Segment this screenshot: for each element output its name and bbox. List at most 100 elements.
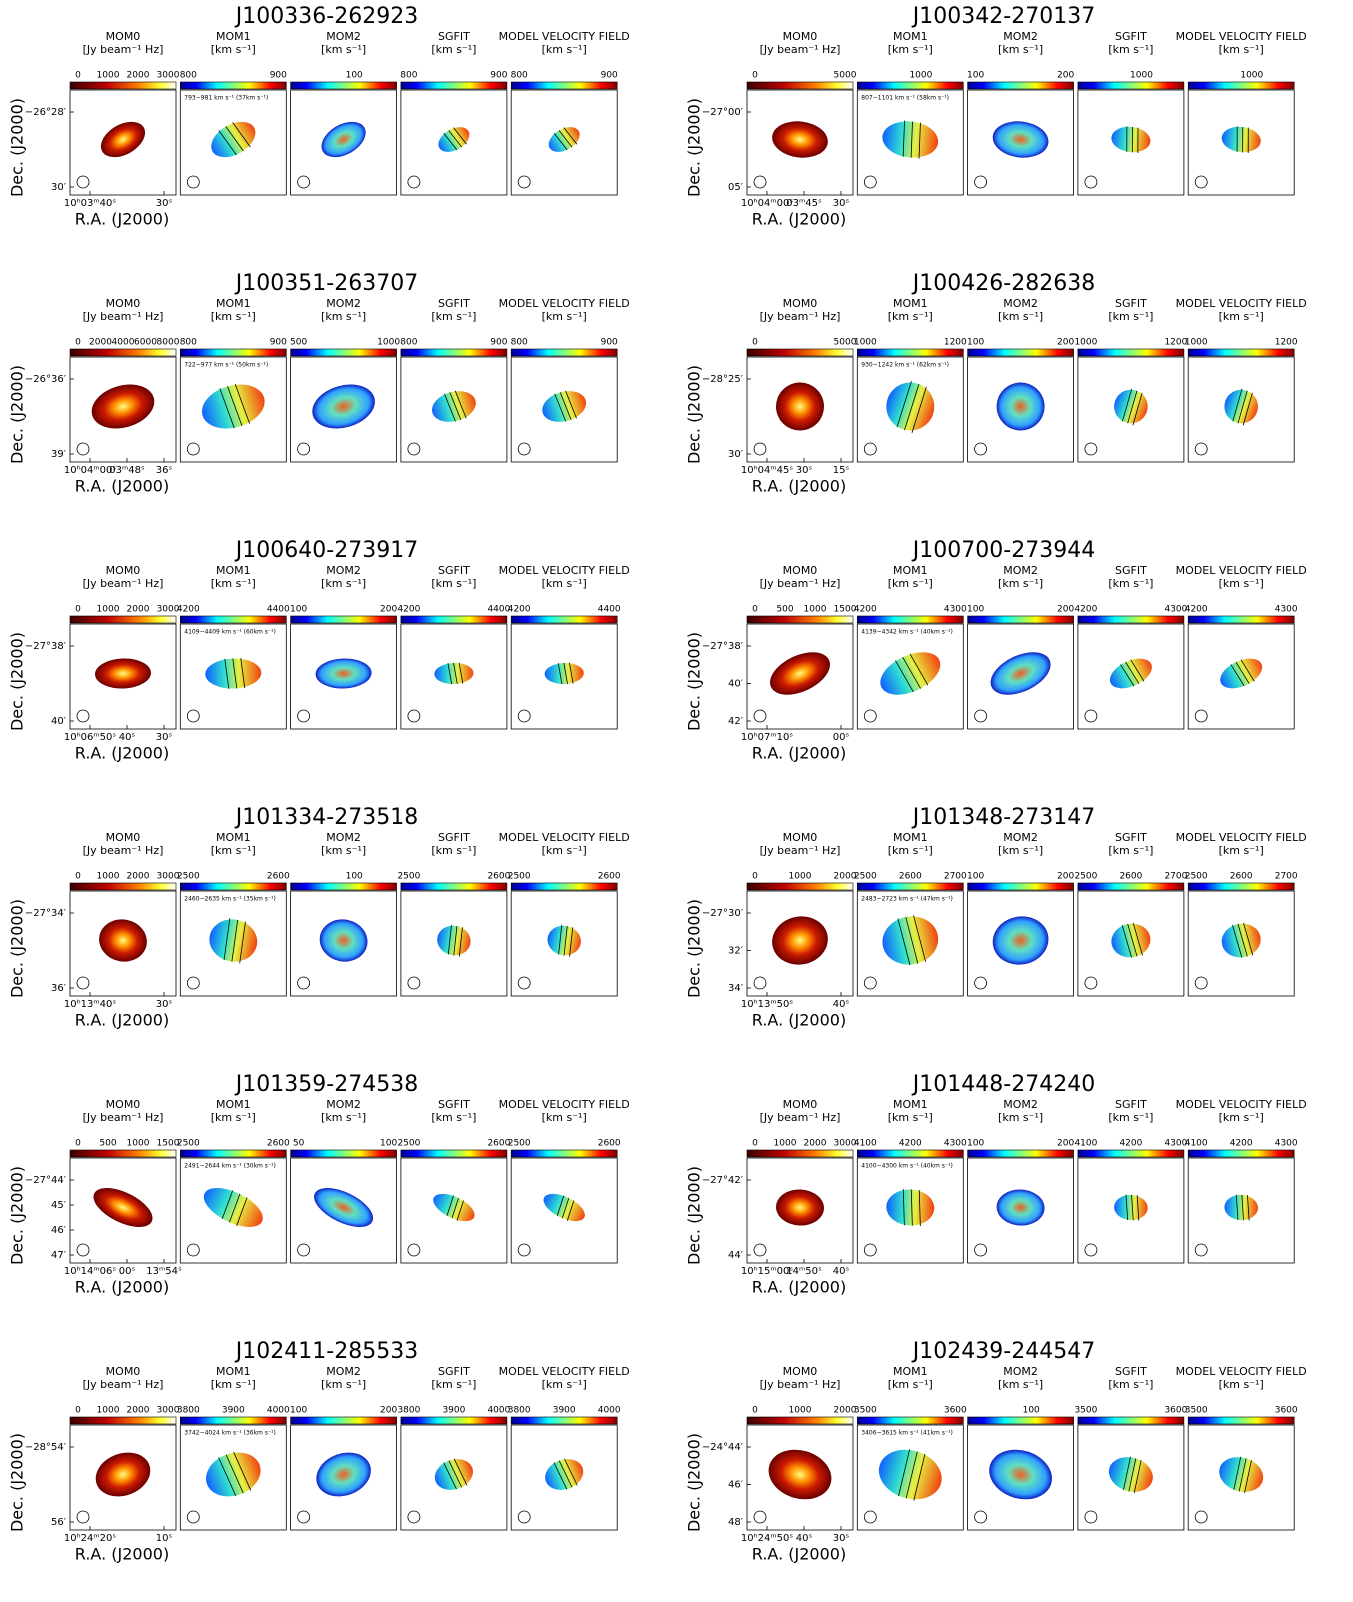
galaxy-name: J101448-274240 <box>911 1072 1095 1097</box>
velocity-contour <box>918 122 921 159</box>
map-emission <box>1220 658 1263 689</box>
colorbar <box>1187 348 1295 357</box>
y-axis-label: Dec. (J2000) <box>685 365 704 464</box>
colorbar <box>746 882 854 891</box>
y-tick-label: 05′ <box>728 182 744 193</box>
colorbar-tick-label: 2600 <box>267 872 290 882</box>
y-tick-label: −27°38′ <box>25 641 67 652</box>
velocity-contour <box>1131 126 1133 153</box>
colorbar <box>510 615 618 624</box>
map-emission <box>434 1459 473 1490</box>
colorbar-tick-label: 5000 <box>834 71 857 81</box>
velocity-range-note: 3742−4024 km s⁻¹ (36km s⁻¹) <box>184 1430 276 1437</box>
beam <box>76 442 90 456</box>
velocity-contour <box>913 1453 926 1501</box>
panel-unit: [km s⁻¹] <box>211 577 256 590</box>
map-emission <box>312 384 375 429</box>
colorbar-tick-label: 3000 <box>157 872 180 882</box>
panel-title: MOM1 <box>216 564 251 577</box>
velocity-contour <box>1242 126 1244 153</box>
velocity-contour <box>447 924 452 955</box>
colorbar-tick-label: 0 <box>752 1406 758 1416</box>
panel-title: SGFIT <box>1115 564 1147 577</box>
colorbar-tick-label: 200 <box>1057 872 1074 882</box>
panel-unit: [km s⁻¹] <box>1219 844 1264 857</box>
panel-title: MOM2 <box>1003 30 1038 43</box>
map-emission <box>772 916 828 965</box>
velocity-contour <box>1232 924 1243 958</box>
colorbar <box>856 1416 964 1425</box>
map-emission <box>772 121 828 158</box>
map-emission <box>882 121 939 158</box>
beam <box>1194 442 1208 456</box>
velocity-contour <box>902 120 905 157</box>
beam <box>517 175 531 189</box>
colorbar-tick-label: 900 <box>601 71 618 81</box>
colorbar <box>967 1416 1074 1425</box>
colorbar-tick-label: 4100 <box>1074 1139 1097 1149</box>
map-emission <box>776 1189 824 1226</box>
beam <box>517 442 531 456</box>
colorbar-tick-label: 4300 <box>1275 605 1298 615</box>
velocity-contour <box>229 1193 241 1223</box>
velocity-contour <box>1241 1194 1244 1221</box>
colorbar <box>290 1416 397 1425</box>
colorbar-tick-label: 200 <box>1057 1139 1074 1149</box>
y-axis-label: Dec. (J2000) <box>8 632 27 731</box>
colorbar <box>69 615 177 624</box>
beam <box>863 175 877 189</box>
colorbar-tick-label: 2500 <box>508 1139 531 1149</box>
velocity-contour <box>444 393 456 422</box>
panel-unit: [km s⁻¹] <box>998 1111 1043 1124</box>
beam <box>76 175 90 189</box>
velocity-contour <box>902 656 921 689</box>
panel-unit: [km s⁻¹] <box>431 1111 476 1124</box>
panel-unit: [km s⁻¹] <box>321 577 366 590</box>
panel-title: MODEL VELOCITY FIELD <box>1176 30 1307 43</box>
panel-unit: [km s⁻¹] <box>542 844 587 857</box>
colorbar-tick-label: 4000 <box>598 1406 621 1416</box>
colorbar-tick-label: 800 <box>400 71 417 81</box>
colorbar <box>1187 81 1295 90</box>
map-emission <box>91 384 155 429</box>
colorbar-tick-label: 2600 <box>487 872 510 882</box>
x-tick-label: 40ˢ <box>119 732 136 743</box>
colorbar-tick-label: 1000 <box>127 1139 150 1149</box>
map-emission <box>882 916 939 965</box>
beam <box>863 709 877 723</box>
colorbar-tick-label: 500 <box>99 1139 116 1149</box>
colorbar-tick-label: 0 <box>75 71 81 81</box>
colorbar-tick-label: 2500 <box>854 872 877 882</box>
panel-title: MOM0 <box>783 297 818 310</box>
beam <box>407 976 421 990</box>
colorbar-tick-label: 2700 <box>1164 872 1187 882</box>
panel-title: MOM1 <box>216 297 251 310</box>
colorbar <box>69 348 177 357</box>
velocity-contour <box>553 132 568 151</box>
x-axis-label: R.A. (J2000) <box>75 1278 169 1297</box>
panel-title: MODEL VELOCITY FIELD <box>1176 297 1307 310</box>
galaxy-name: J101348-273147 <box>911 805 1095 830</box>
colorbar-tick-label: 3500 <box>1185 1406 1208 1416</box>
map-emission <box>1108 1457 1153 1492</box>
velocity-contour <box>233 1451 252 1491</box>
colorbar-tick-label: 1000 <box>1185 338 1208 348</box>
colorbar-tick-label: 1200 <box>1275 338 1298 348</box>
velocity-contour <box>1133 1459 1142 1494</box>
velocity-contour <box>456 1200 464 1221</box>
colorbar-tick-label: 100 <box>967 338 984 348</box>
panel-unit: [km s⁻¹] <box>431 1378 476 1391</box>
velocity-contour <box>565 390 577 419</box>
velocity-contour <box>443 132 458 151</box>
colorbar-tick-label: 2600 <box>598 872 621 882</box>
colorbar-tick-label: 100 <box>967 872 984 882</box>
panel-title: MOM0 <box>106 30 141 43</box>
velocity-contour <box>911 386 927 433</box>
y-tick-label: −27°44′ <box>25 1175 67 1186</box>
panel-title: MOM1 <box>893 297 928 310</box>
map-emission <box>547 925 581 956</box>
y-axis-label: Dec. (J2000) <box>8 98 27 197</box>
velocity-range-note: 807−1101 km s⁻¹ (58km s⁻¹) <box>861 95 949 102</box>
panel-title: SGFIT <box>438 30 470 43</box>
